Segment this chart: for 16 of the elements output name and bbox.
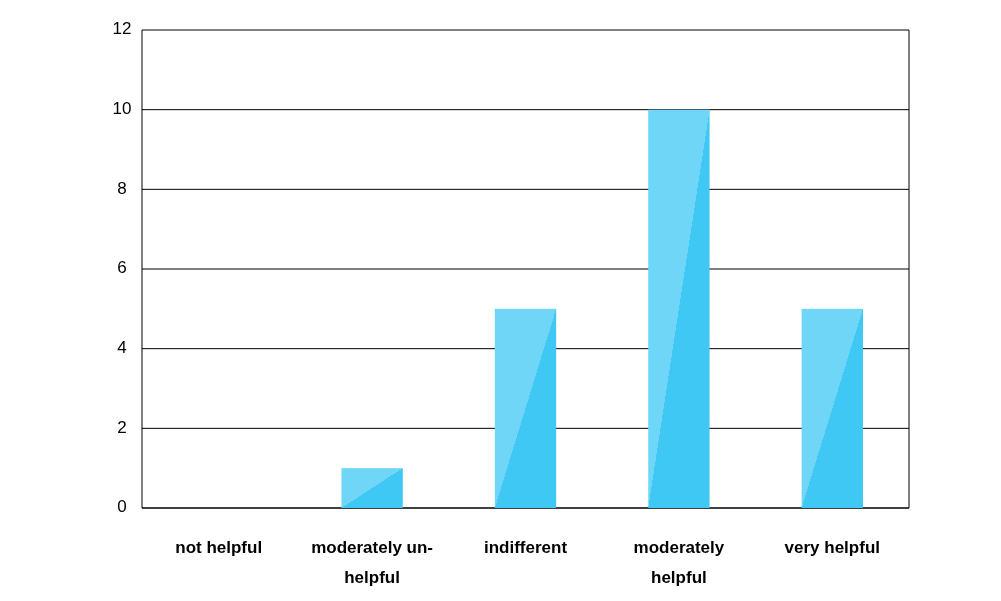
y-tick-label: 0 (117, 497, 127, 517)
y-tick-label: 4 (117, 338, 127, 358)
x-tick-label: moderately helpful (633, 538, 725, 587)
y-tick-label: 8 (117, 178, 127, 198)
y-tick-label: 6 (117, 258, 127, 278)
bar (801, 308, 863, 508)
x-tick-label: very helpful (784, 538, 881, 557)
x-tick-label: moderately un-helpful (311, 538, 434, 587)
x-tick-label: indifferent (483, 538, 568, 557)
y-tick-label: 2 (117, 417, 127, 437)
bar (494, 308, 557, 508)
bar (341, 468, 403, 508)
bar (648, 109, 710, 508)
y-tick-label: 10 (112, 99, 132, 119)
y-tick-label: 12 (112, 19, 132, 39)
x-tick-label: not helpful (175, 538, 263, 557)
